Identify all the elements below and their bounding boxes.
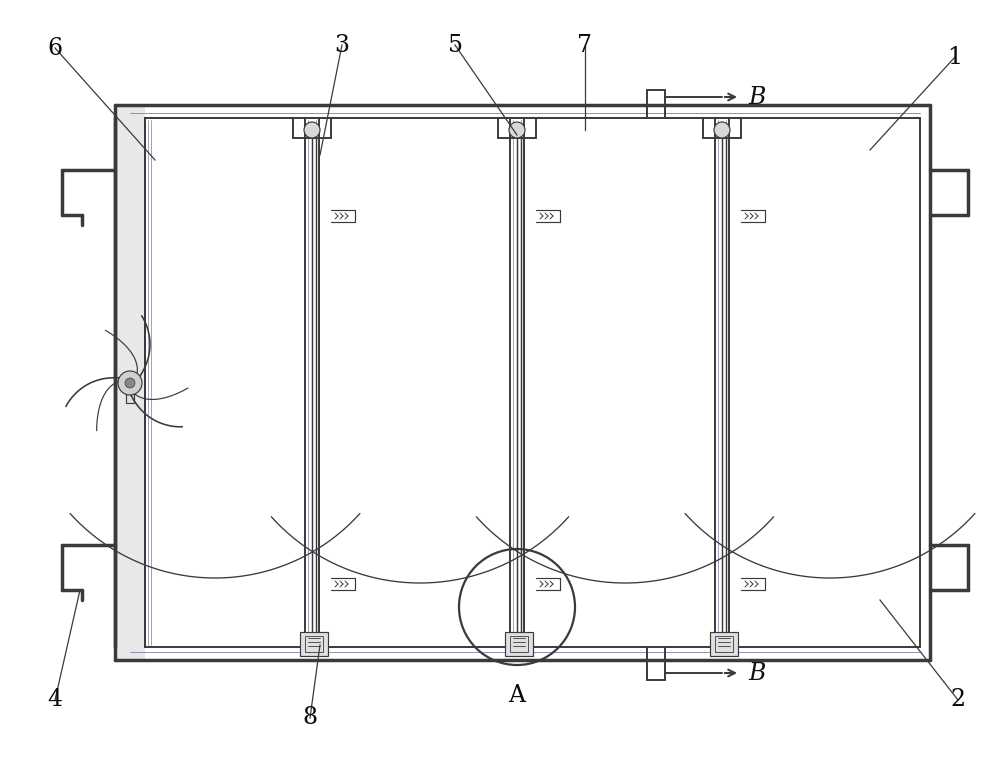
Bar [300, 632, 328, 656]
Bar [510, 636, 528, 652]
Bar [126, 385, 134, 403]
Text: 4: 4 [47, 688, 63, 711]
Bar [305, 636, 323, 652]
Text: 8: 8 [302, 707, 318, 729]
Text: B: B [748, 85, 765, 109]
Bar [505, 632, 533, 656]
Text: 2: 2 [950, 688, 966, 711]
Bar [115, 105, 145, 660]
Circle shape [118, 371, 142, 395]
Text: B: B [748, 661, 765, 685]
Text: 7: 7 [577, 34, 592, 56]
Bar [710, 632, 738, 656]
Circle shape [125, 378, 135, 388]
Text: 6: 6 [47, 36, 63, 59]
Circle shape [714, 122, 730, 138]
Text: 3: 3 [335, 34, 350, 56]
Text: 1: 1 [947, 45, 963, 69]
Bar [715, 636, 733, 652]
Text: A: A [508, 684, 525, 707]
Circle shape [304, 122, 320, 138]
Text: 5: 5 [448, 34, 462, 56]
Circle shape [509, 122, 525, 138]
